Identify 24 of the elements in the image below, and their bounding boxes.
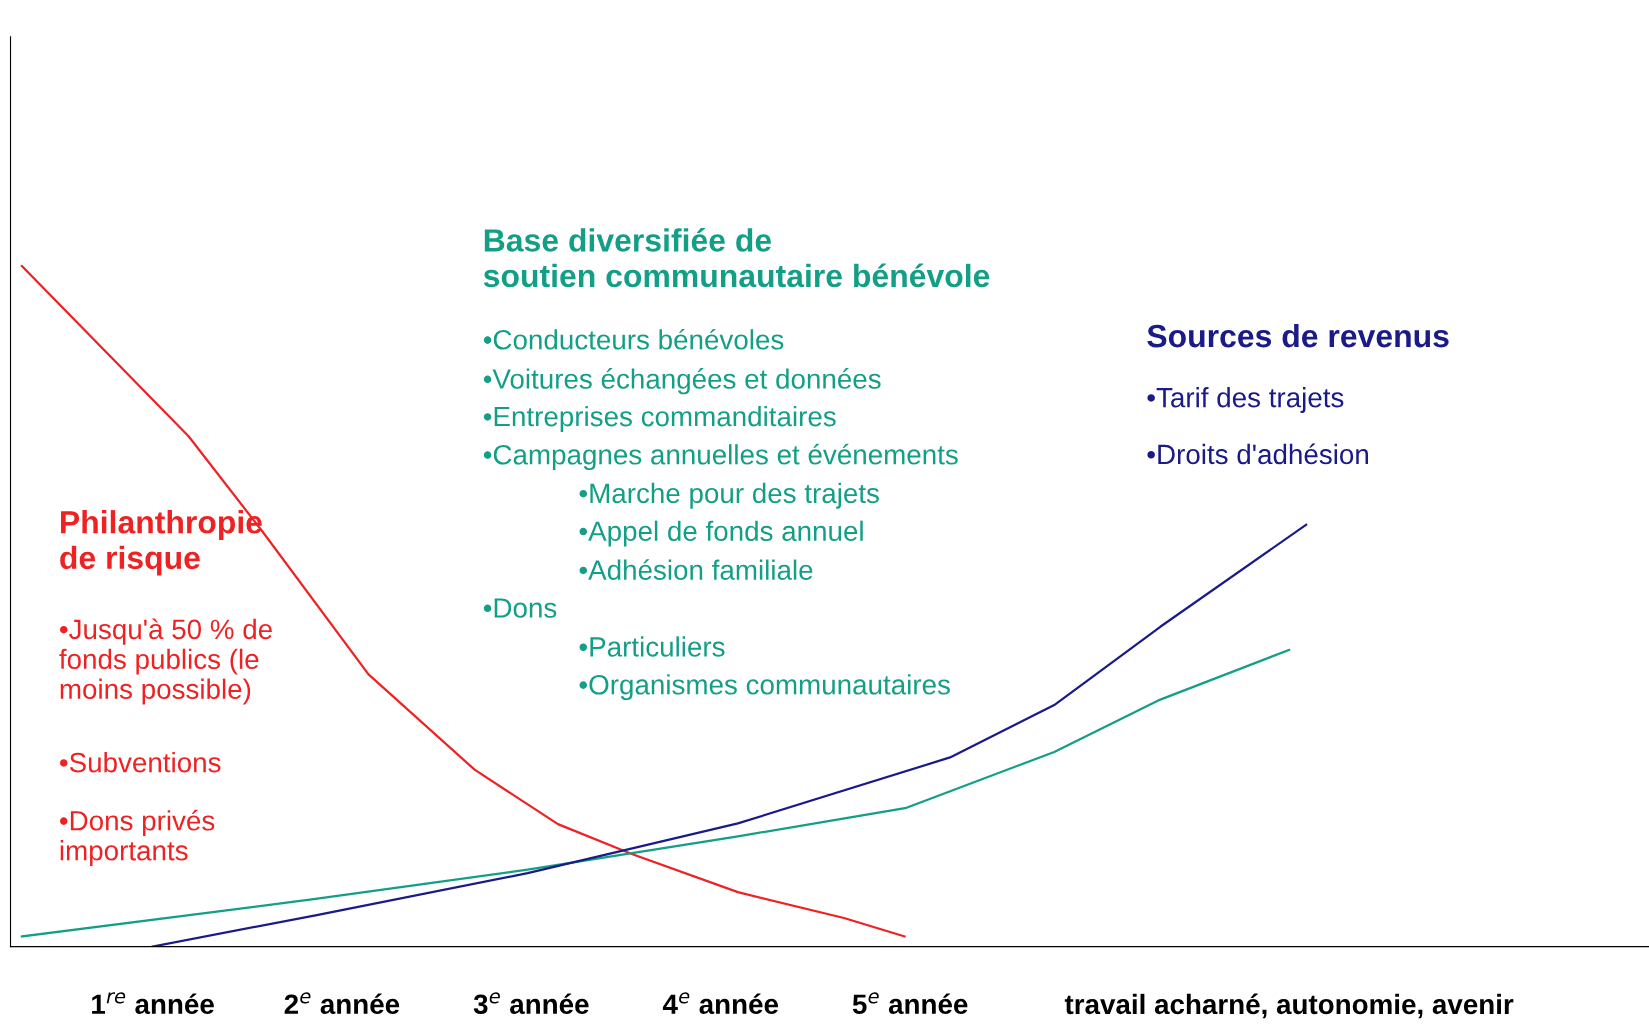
annotation: •Conducteurs bénévoles xyxy=(483,328,784,350)
annotation: •Voitures échangées et données xyxy=(483,368,881,395)
text: Base diversifiée de soutien communautaire bénévole xyxy=(483,227,990,288)
x-tick-label: 5$^{e}$ année xyxy=(852,992,968,1015)
x-tick-label: 2$^{e}$ année xyxy=(284,992,400,1015)
annotation: •Marche pour des trajets xyxy=(579,482,879,509)
annotation: •Subventions xyxy=(59,752,221,773)
x-tick-label: 4$^{e}$ année xyxy=(662,992,778,1015)
annotation: •Dons privés importants xyxy=(59,809,215,867)
x-tick-label: travail acharné, autonomie, avenir xyxy=(1064,993,1514,1019)
annotation: •Organismes communautaires xyxy=(579,674,950,701)
annotation: •Tarif des trajets xyxy=(1147,387,1344,413)
text: Sources de revenus xyxy=(1147,323,1449,348)
annotation: •Dons xyxy=(483,598,557,618)
annotation: •Adhésion familiale xyxy=(579,559,813,580)
series-label: Philanthropie de risque xyxy=(60,510,262,576)
annotation: •Jusqu'à 50 % de fonds publics (le moins possible) xyxy=(59,618,272,705)
annotation: •Droits d'adhésion xyxy=(1147,443,1368,465)
annotation: •Campagnes annuelles et événements xyxy=(483,443,958,471)
x-tick-label: 3$^{e}$ année xyxy=(473,992,589,1015)
annotation: •Appel de fonds annuel xyxy=(579,520,863,547)
x-tick-label: 1$^{re}$ année xyxy=(92,992,214,1015)
annotation: •Entreprises commanditaires xyxy=(483,405,836,432)
annotation: •Particuliers xyxy=(579,636,725,657)
